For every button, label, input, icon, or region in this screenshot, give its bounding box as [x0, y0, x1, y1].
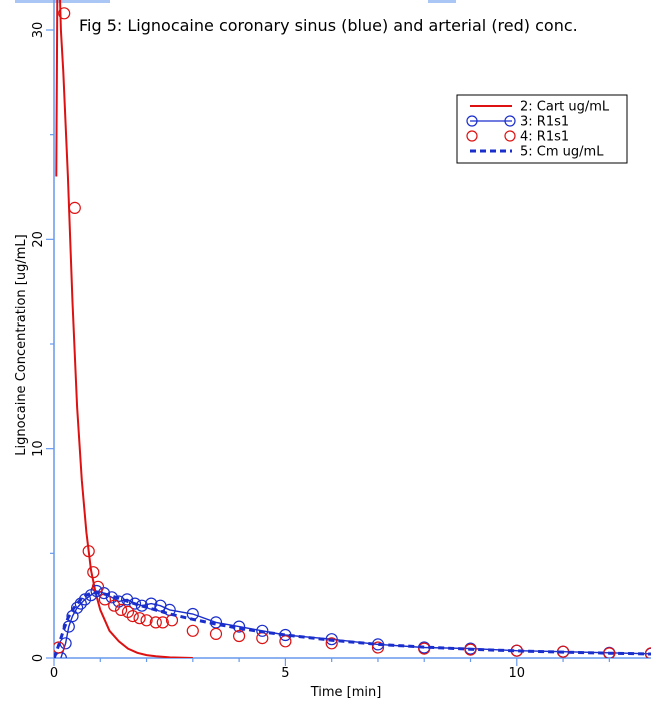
data-point-3	[233, 629, 246, 643]
series-layer	[54, 0, 651, 658]
data-point-3	[464, 643, 477, 656]
x-tick-label: 10	[509, 666, 526, 681]
data-point-3	[140, 614, 153, 627]
data-point-2	[256, 624, 269, 637]
data-point-3	[68, 201, 81, 214]
y-tick-label: 0	[31, 654, 46, 662]
data-point-3	[371, 641, 385, 654]
legend-label: 5: Cm ug/mL	[520, 145, 604, 160]
data-point-3	[133, 612, 146, 625]
legend-marker-swatch	[504, 130, 516, 142]
data-point-2	[325, 633, 338, 646]
data-point-3	[121, 605, 135, 619]
data-point-3	[149, 616, 162, 629]
y-tick-label: 10	[31, 440, 46, 457]
x-axis-title: Time [min]	[310, 685, 382, 700]
ticks-layer: 0 5 10 0 10 20 30	[31, 22, 610, 681]
series-line-1	[55, 0, 193, 658]
data-point-3	[126, 609, 139, 623]
legend-marker-swatch	[466, 130, 478, 142]
top-edge-strip-left	[15, 0, 110, 3]
data-point-3	[644, 647, 651, 658]
data-point-3	[256, 631, 269, 645]
legend-label: 4: R1s1	[520, 130, 569, 145]
legend-label: 2: Cart ug/mL	[520, 100, 610, 115]
chart-title: Fig 5: Lignocaine coronary sinus (blue) …	[79, 16, 578, 35]
data-point-2	[74, 597, 87, 610]
y-tick-label: 20	[31, 231, 46, 248]
top-edge-strip-right	[428, 0, 456, 3]
series-dashed-line-4	[54, 591, 651, 658]
legend-label: 3: R1s1	[520, 115, 569, 130]
x-tick-label: 0	[50, 666, 58, 681]
data-point-2	[120, 593, 134, 606]
data-point-2	[145, 597, 158, 610]
data-point-3	[108, 599, 121, 612]
data-point-3	[82, 545, 95, 558]
legend-marker-swatch	[504, 115, 516, 127]
data-point-3	[156, 616, 169, 629]
data-point-3	[325, 637, 338, 650]
x-tick-label: 5	[281, 666, 289, 681]
data-point-3	[114, 603, 128, 617]
data-point-2	[128, 597, 142, 610]
data-point-3	[58, 7, 71, 20]
data-point-3	[54, 641, 65, 654]
data-point-3	[186, 624, 199, 637]
data-point-3	[209, 627, 223, 641]
legend-marker-swatch	[466, 115, 478, 127]
data-point-3	[279, 635, 292, 648]
data-point-3	[87, 566, 100, 579]
y-axis-title: Lignocaine Concentration [ug/mL]	[14, 234, 29, 455]
y-tick-label: 30	[31, 22, 46, 39]
